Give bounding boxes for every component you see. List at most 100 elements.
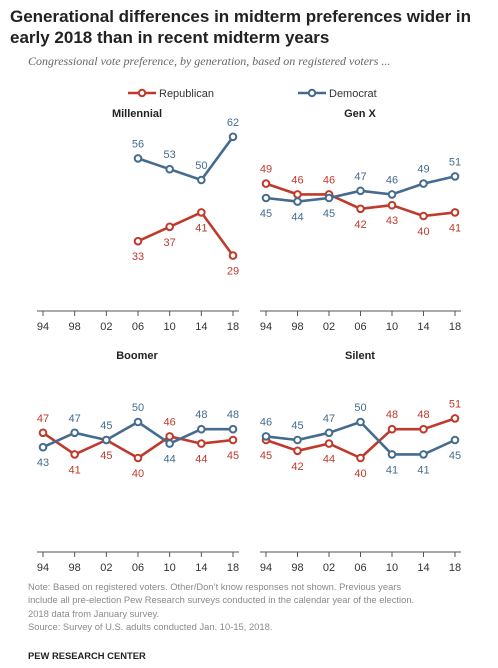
- data-label: 37: [164, 237, 176, 249]
- data-point: [133, 236, 143, 246]
- data-label: 46: [164, 416, 176, 428]
- x-tick-label: 06: [354, 562, 366, 574]
- series-republican: [137, 211, 235, 257]
- panel-title: Gen X: [344, 108, 376, 120]
- data-label: 45: [227, 450, 239, 462]
- panel-silent: Silent 94 98 02 06 10 14 18 45 42 44 40 48 48 51 46 45 47…: [260, 350, 461, 574]
- data-label: 56: [132, 138, 144, 150]
- data-point: [228, 435, 238, 445]
- data-label: 45: [449, 450, 461, 462]
- data-point: [293, 446, 302, 456]
- data-label: 42: [354, 219, 366, 231]
- x-tick-label: 18: [449, 562, 461, 574]
- data-point: [419, 424, 428, 434]
- x-tick-label: 02: [323, 321, 335, 333]
- x-tick-label: 14: [195, 321, 207, 333]
- x-tick-label: 06: [132, 321, 144, 333]
- data-point: [293, 435, 302, 445]
- x-tick-label: 10: [386, 562, 398, 574]
- data-point: [356, 186, 365, 196]
- data-label: 48: [195, 409, 207, 421]
- data-label: 29: [227, 266, 239, 278]
- x-tick-label: 18: [227, 321, 239, 333]
- data-label: 62: [227, 117, 239, 129]
- data-point: [70, 450, 79, 459]
- chart-area: Republican Democrat Millennial 94 98 02 06 10 14…: [37, 88, 461, 574]
- x-tick-label: 02: [100, 562, 112, 574]
- data-point: [450, 435, 460, 445]
- data-label: 44: [164, 454, 176, 466]
- data-label: 51: [449, 398, 461, 410]
- panel-millennial: Millennial 94 98 02 06 10 14 18 33 37 41 29 56 53 50 62: [37, 108, 239, 333]
- panel-title: Millennial: [112, 108, 162, 120]
- legend: Republican Democrat: [128, 88, 377, 100]
- x-tick-label: 02: [323, 562, 335, 574]
- data-point: [450, 208, 460, 217]
- data-label: 43: [386, 215, 398, 227]
- x-tick-label: 94: [37, 321, 49, 333]
- data-point: [324, 439, 334, 448]
- data-label: 48: [386, 409, 398, 421]
- chart-subtitle: Congressional vote preference, by genera…: [28, 54, 391, 68]
- data-point: [387, 424, 397, 434]
- data-point: [419, 450, 428, 459]
- series-line: [137, 136, 235, 182]
- data-label: 41: [195, 222, 207, 234]
- legend-item-democrat: Democrat: [298, 88, 377, 100]
- organization-name: PEW RESEARCH CENTER: [28, 650, 146, 661]
- legend-marker: [137, 88, 147, 98]
- data-label: 42: [291, 461, 303, 473]
- data-label: 41: [386, 464, 398, 476]
- data-label: 43: [37, 457, 49, 469]
- data-label: 45: [100, 420, 112, 432]
- data-point: [293, 197, 302, 206]
- x-tick-label: 18: [449, 321, 461, 333]
- data-label: 40: [417, 226, 429, 238]
- data-point: [165, 432, 174, 441]
- x-tick-label: 98: [291, 321, 303, 333]
- data-label: 44: [323, 454, 335, 466]
- legend-label: Democrat: [329, 88, 377, 100]
- legend-item-republican: Republican: [128, 88, 214, 100]
- series-line: [137, 211, 235, 257]
- legend-label: Republican: [159, 88, 214, 100]
- data-point: [133, 154, 143, 163]
- panel-gen-x: Gen X 94 98 02 06 10 14 18 49 46 46 42 43 40 41 45 44 45 4…: [260, 108, 461, 333]
- data-point: [450, 172, 460, 181]
- data-point: [38, 428, 48, 438]
- x-tick-label: 14: [417, 321, 429, 333]
- data-label: 51: [449, 156, 461, 168]
- data-label: 41: [69, 464, 81, 476]
- chart-title: Generational differences in midterm pref…: [10, 7, 472, 47]
- data-point: [324, 428, 334, 438]
- data-label: 44: [291, 212, 303, 224]
- data-point: [165, 164, 174, 174]
- data-label: 40: [354, 468, 366, 480]
- data-point: [228, 132, 238, 142]
- data-label: 49: [417, 164, 429, 176]
- data-label: 44: [195, 454, 207, 466]
- x-tick-label: 18: [227, 562, 239, 574]
- data-label: 45: [100, 450, 112, 462]
- data-label: 45: [260, 450, 272, 462]
- x-tick-label: 14: [417, 562, 429, 574]
- data-label: 33: [132, 251, 144, 263]
- x-tick-label: 98: [291, 562, 303, 574]
- data-point: [197, 175, 206, 185]
- data-point: [197, 208, 206, 217]
- data-label: 41: [417, 464, 429, 476]
- x-tick-label: 98: [69, 321, 81, 333]
- data-label: 48: [227, 409, 239, 421]
- notes-block: Note: Based on registered voters. Other/…: [28, 580, 490, 633]
- data-label: 48: [417, 409, 429, 421]
- data-point: [356, 204, 365, 214]
- data-point: [419, 179, 428, 188]
- data-point: [228, 251, 238, 260]
- data-point: [38, 442, 48, 452]
- data-label: 50: [354, 402, 366, 414]
- data-point: [133, 417, 143, 427]
- data-point: [387, 190, 397, 199]
- data-point: [356, 417, 365, 427]
- legend-marker: [307, 88, 317, 98]
- data-point: [261, 193, 271, 203]
